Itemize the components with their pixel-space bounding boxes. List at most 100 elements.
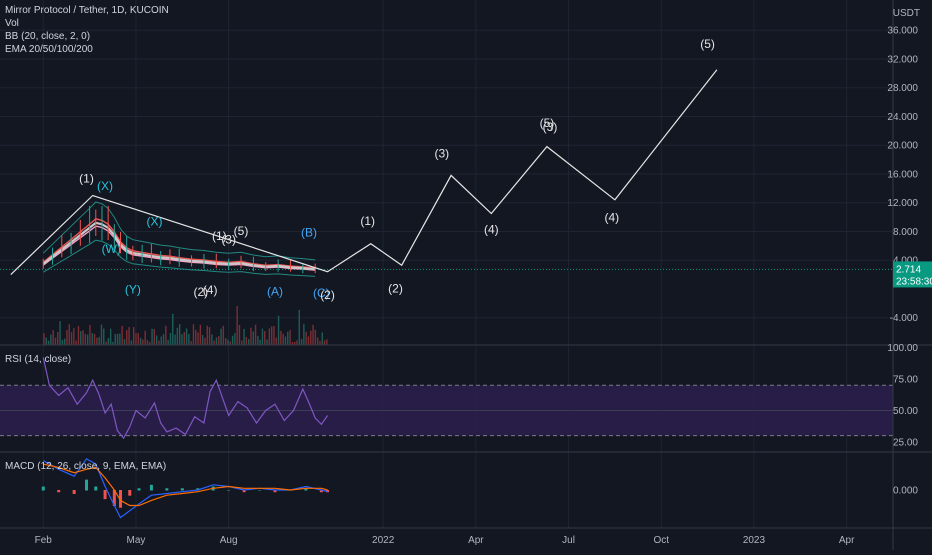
volume-bar xyxy=(204,337,206,345)
volume-bar xyxy=(137,333,139,345)
volume-bar xyxy=(275,337,277,345)
volume-bar xyxy=(100,324,103,345)
wave-label: (X) xyxy=(97,179,113,193)
volume-bar xyxy=(289,330,291,345)
wave-label: (5) xyxy=(540,116,555,130)
volume-bar xyxy=(178,324,181,345)
volume-bar xyxy=(300,338,303,345)
volume-bar xyxy=(303,324,305,345)
volume-bar xyxy=(234,333,236,345)
wave-label: (2) xyxy=(194,285,209,299)
volume-bar xyxy=(119,333,121,345)
legend-ema[interactable]: EMA 20/50/100/200 xyxy=(5,44,93,55)
volume-bar xyxy=(144,330,146,345)
volume-bar xyxy=(211,334,213,345)
volume-bar xyxy=(241,340,243,345)
current-price-badge xyxy=(893,261,932,288)
wave-labels: (1)(X)(X)(W)(Y)(1)(3)(5)(2)(4) (A)(B)(C)(… xyxy=(79,37,715,302)
grid-lines xyxy=(0,0,893,528)
macd-histogram-bar xyxy=(227,490,231,491)
wave-label: (C) xyxy=(313,286,330,300)
time-tick-label: Apr xyxy=(468,535,484,546)
wave-label: (2) xyxy=(320,288,335,302)
volume-bar xyxy=(195,329,197,345)
macd-histogram-bar xyxy=(258,490,262,491)
wave-label: (B) xyxy=(301,225,317,239)
volume-bar xyxy=(174,334,176,345)
macd-legend[interactable]: MACD (12, 26, close, 9, EMA, EMA) xyxy=(5,461,167,472)
symbol-title[interactable]: Mirror Protocol / Tether, 1D, KUCOIN xyxy=(5,5,169,16)
volume-bar xyxy=(172,313,174,345)
macd-histogram-bar xyxy=(103,490,107,500)
volume-bar xyxy=(165,325,167,345)
wave-label: (4) xyxy=(484,223,499,237)
volume-bar xyxy=(192,324,195,345)
volume-bar xyxy=(169,333,172,345)
volume-bar xyxy=(61,339,64,345)
volume-bar xyxy=(139,337,142,345)
macd-histogram-bar xyxy=(137,488,141,491)
volume-bar xyxy=(293,341,296,345)
volume-bar xyxy=(75,340,77,345)
price-tick-label: 28.000 xyxy=(887,83,918,94)
volume-bar xyxy=(126,330,128,345)
macd-histogram-bar xyxy=(242,490,246,493)
volume-bar xyxy=(201,334,204,345)
elliott-wave-projection[interactable] xyxy=(10,69,718,276)
main-legend: Mirror Protocol / Tether, 1D, KUCOIN Vol… xyxy=(5,4,169,56)
volume-bar xyxy=(264,331,266,345)
volume-bar xyxy=(135,333,137,345)
bar-countdown: 23:58:30 xyxy=(896,276,932,287)
volume-bar xyxy=(121,325,123,345)
wave-label: (3) xyxy=(221,233,236,247)
price-tick-label: -4.000 xyxy=(890,313,919,324)
volume-bar xyxy=(199,324,202,345)
volume-bar xyxy=(291,341,294,345)
time-tick-label: Jul xyxy=(562,535,575,546)
volume-bar xyxy=(296,340,298,345)
volume-bar xyxy=(114,334,116,345)
price-tick-label: 24.000 xyxy=(887,112,918,123)
wave-label: (5) xyxy=(700,37,715,51)
volume-bar xyxy=(312,324,314,345)
volume-bar xyxy=(197,332,199,345)
volume-bar xyxy=(59,321,61,345)
volume-bar xyxy=(254,324,257,345)
volume-bar xyxy=(250,327,252,345)
volume-bar xyxy=(63,338,66,345)
volume-bar xyxy=(155,335,158,345)
volume-bar xyxy=(73,328,75,345)
volume-bar xyxy=(153,329,156,345)
volume-bar xyxy=(66,329,68,345)
volume-bar xyxy=(227,339,229,345)
volume-bar xyxy=(91,333,93,345)
volume-bar xyxy=(280,330,282,345)
volume-bar xyxy=(310,330,312,345)
volume-bar xyxy=(45,337,47,345)
price-tick-label: 32.000 xyxy=(887,54,918,65)
volume-bar xyxy=(43,333,45,345)
legend-bollinger[interactable]: BB (20, close, 2, 0) xyxy=(5,31,91,42)
rsi-tick-label: 50.00 xyxy=(893,406,918,417)
volume-bar xyxy=(307,336,310,345)
legend-volume[interactable]: Vol xyxy=(5,18,19,29)
volume-bar xyxy=(181,334,183,345)
macd-histogram-bar xyxy=(180,488,184,491)
volume-bar xyxy=(185,328,188,345)
rsi-tick-label: 75.00 xyxy=(893,374,918,385)
volume-bar xyxy=(57,331,59,345)
macd-histogram-bar xyxy=(119,490,123,508)
rsi-line xyxy=(42,357,328,440)
bollinger-lower xyxy=(43,239,316,277)
time-tick-label: Feb xyxy=(35,535,53,546)
volume-bar xyxy=(52,330,54,345)
macd-histogram-bar xyxy=(319,490,323,493)
volume-bar xyxy=(218,336,220,345)
rsi-tick-label: 100.00 xyxy=(887,343,918,354)
rsi-legend[interactable]: RSI (14, close) xyxy=(5,354,72,365)
volume-bar xyxy=(238,324,241,345)
volume-bar xyxy=(47,340,50,345)
